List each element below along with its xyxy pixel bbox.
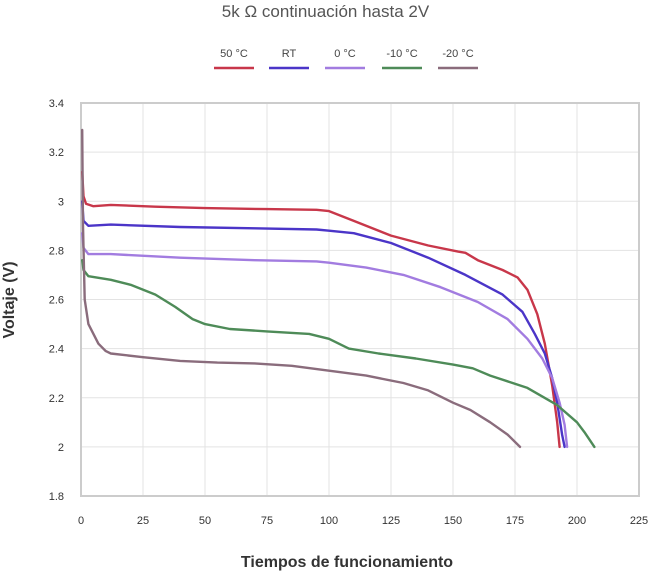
y-tick-label: 2.8: [49, 245, 64, 257]
x-tick-label: 50: [199, 515, 211, 527]
legend-label: -10 °C: [386, 48, 417, 60]
y-tick-label: 2.4: [49, 344, 64, 356]
legend: 50 °C RT 0 °C -10 °C -20 °C: [214, 48, 478, 70]
series-line-4: [81, 128, 522, 449]
series-line-0: [81, 170, 561, 449]
x-tick-label: 125: [382, 515, 400, 527]
y-tick-label: 2.2: [49, 393, 64, 405]
legend-label: -20 °C: [442, 48, 473, 60]
x-tick-label: 0: [78, 515, 84, 527]
x-tick-label: 225: [630, 515, 648, 527]
y-tick-label: 2: [58, 442, 64, 454]
plot-frame: [80, 102, 640, 497]
x-axis-ticks: 0 25 50 75 100 125 150 175 200 225: [78, 515, 648, 527]
legend-label: 50 °C: [220, 48, 248, 60]
legend-label: RT: [282, 48, 297, 60]
x-tick-label: 100: [320, 515, 338, 527]
x-tick-label: 200: [568, 515, 586, 527]
series-line-1: [81, 200, 566, 449]
chart-title: 5k Ω continuación hasta 2V: [221, 2, 430, 21]
x-tick-label: 150: [444, 515, 462, 527]
series-lines: [81, 128, 596, 449]
x-tick-label: 175: [506, 515, 524, 527]
x-tick-label: 75: [261, 515, 273, 527]
series-line-3: [81, 259, 596, 449]
y-tick-label: 3: [58, 196, 64, 208]
legend-label: 0 °C: [334, 48, 356, 60]
y-tick-label: 1.8: [49, 491, 64, 503]
series-line-2: [81, 232, 569, 449]
y-tick-label: 3.4: [49, 98, 64, 110]
y-tick-label: 2.6: [49, 295, 64, 307]
y-axis-ticks: 1.8 2 2.2 2.4 2.6 2.8 3 3.2 3.4: [49, 98, 64, 503]
x-tick-label: 25: [137, 515, 149, 527]
x-axis-title: Tiempos de funcionamiento: [241, 554, 453, 571]
y-axis-title: Voltaje (V): [1, 261, 18, 338]
y-tick-label: 3.2: [49, 147, 64, 159]
